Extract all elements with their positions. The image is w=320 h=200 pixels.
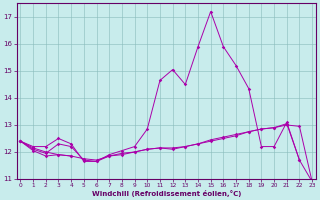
X-axis label: Windchill (Refroidissement éolien,°C): Windchill (Refroidissement éolien,°C) (92, 190, 241, 197)
